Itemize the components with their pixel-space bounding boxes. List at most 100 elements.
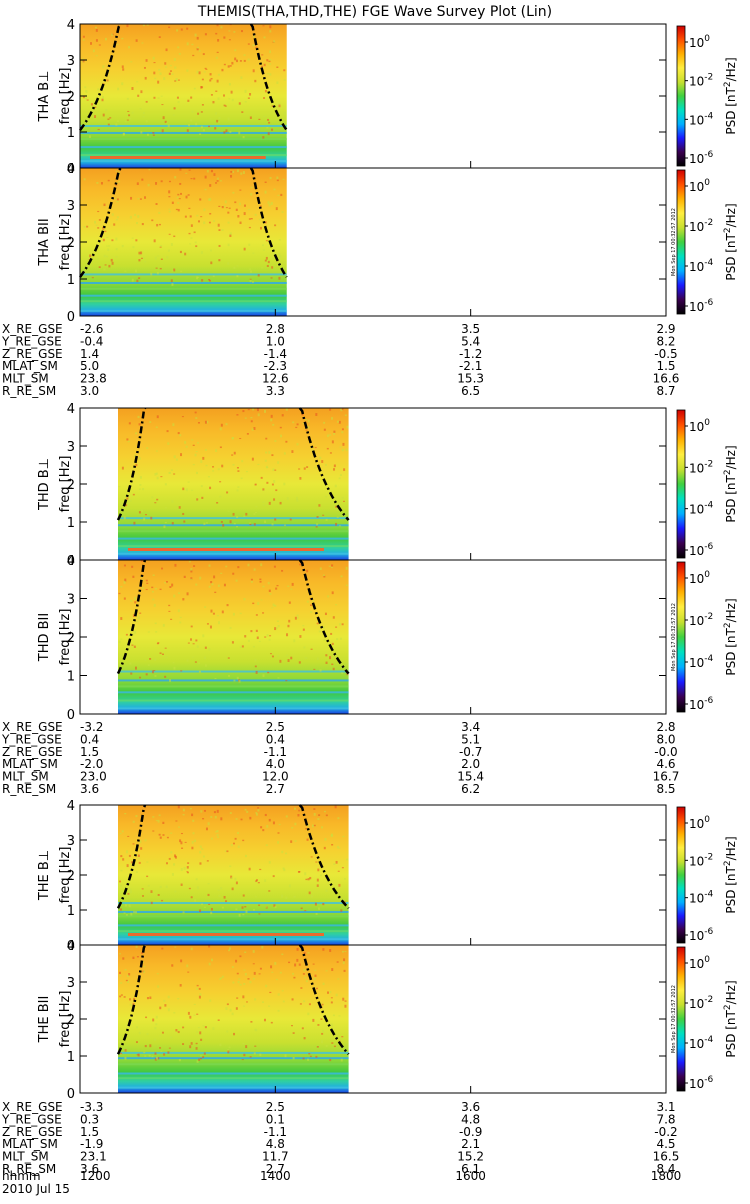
spectrogram-speckle (264, 459, 267, 462)
spectrogram-speckle (179, 839, 182, 843)
y-tick-label: 3 (67, 834, 75, 849)
spectrogram-speckle (170, 851, 173, 854)
spectrogram-speckle (97, 128, 100, 131)
spectrogram-speckle (283, 482, 286, 486)
spectrogram-speckle (131, 237, 134, 239)
spectrogram-speckle (226, 1030, 229, 1033)
spectrogram-speckle (272, 875, 275, 878)
spectrogram-speckle (225, 900, 228, 903)
spectrogram-speckle (170, 469, 173, 471)
spectrogram-speckle (330, 1001, 333, 1004)
spectrogram-speckle (243, 54, 246, 56)
spectrogram-speckle (263, 409, 266, 413)
spectrogram-speckle (115, 184, 118, 186)
spectrogram-speckle (271, 483, 274, 486)
ephemeris-value: -0.7 (459, 745, 482, 759)
spectrogram-speckle (252, 35, 255, 38)
spectrogram-speckle (308, 891, 311, 895)
spectrogram-speckle (239, 437, 242, 440)
spectrogram-speckle (155, 631, 158, 633)
spectrogram-speckle (286, 497, 289, 500)
spectrogram-speckle (189, 243, 192, 245)
spectrogram-speckle (259, 226, 262, 230)
spectrogram-speckle (283, 69, 286, 72)
spectrogram-speckle (325, 1045, 328, 1047)
spectrogram-speckle (198, 71, 201, 75)
spectrogram-speckle (254, 1028, 257, 1031)
spectrogram-speckle (167, 124, 170, 128)
spectrogram-speckle (165, 580, 168, 583)
spectrogram-speckle (138, 251, 141, 255)
spectrogram-speckle (126, 438, 129, 441)
spectrogram-speckle (187, 99, 190, 102)
spectrogram-speckle (170, 1036, 173, 1039)
spectrogram-speckle (304, 976, 307, 979)
spectrogram-speckle (136, 620, 139, 623)
spectrogram-speckle (273, 188, 276, 191)
spectrogram-speckle (306, 569, 309, 573)
spectrogram-speckle (236, 997, 239, 999)
ephemeris-row-name: MLT_SM (2, 372, 49, 386)
spectrogram-speckle (329, 949, 332, 952)
spectrogram-speckle (159, 267, 162, 270)
spectrogram-speckle (157, 642, 160, 644)
spectrogram-speckle (137, 198, 140, 200)
spectrogram-speckle (137, 94, 140, 97)
spectrogram-speckle (313, 813, 316, 816)
spectrogram-speckle (186, 592, 189, 596)
spectrogram-speckle (154, 77, 157, 80)
spectrogram-speckle (220, 26, 223, 29)
spectrogram-speckle (182, 814, 185, 816)
spectrogram-speckle (191, 489, 194, 491)
spectrogram-speckle (196, 276, 199, 280)
spectrogram-speckle (239, 983, 242, 986)
spectrogram-speckle (180, 192, 183, 195)
spectrogram-speckle (135, 463, 138, 467)
spectrogram-speckle (195, 1047, 198, 1050)
spectrogram-speckle (252, 69, 255, 73)
spectrogram-fill (118, 805, 349, 945)
spectrogram-speckle (133, 911, 136, 914)
spectrogram-speckle (283, 868, 286, 872)
spectrogram-speckle (191, 110, 194, 113)
spectrogram-speckle (315, 913, 318, 915)
spectrogram-speckle (141, 509, 144, 513)
spectrogram-speckle (200, 111, 203, 113)
spectrogram-speckle (305, 980, 308, 983)
spectrogram-speckle (260, 563, 263, 567)
spectrogram-speckle (135, 1041, 138, 1044)
spectrogram-speckle (218, 621, 221, 625)
spectrogram-speckle (259, 1053, 262, 1057)
spectrogram-speckle (257, 809, 260, 812)
spectrogram-speckle (271, 607, 274, 609)
spectrogram-speckle (202, 53, 205, 56)
spectrogram-speckle (236, 169, 239, 173)
spectrogram-speckle (265, 451, 268, 454)
spectrogram-speckle (244, 854, 247, 858)
spectrogram-speckle (250, 580, 253, 583)
spectrogram-speckle (253, 427, 256, 430)
spectrogram-speckle (153, 603, 156, 607)
spectrogram-speckle (338, 847, 341, 849)
spectrogram-speckle (237, 845, 240, 848)
spectrogram-speckle (86, 225, 89, 228)
spectrogram-speckle (170, 279, 173, 282)
spectrogram-speckle (293, 895, 296, 898)
spectrogram-speckle (187, 481, 190, 483)
spectrogram-speckle (235, 881, 238, 885)
spectrogram-speckle (238, 978, 241, 980)
spectrogram-speckle (175, 458, 178, 461)
spectrogram-speckle (278, 239, 281, 241)
spectrogram-speckle (118, 640, 121, 644)
timestamp: Mon Sep 17 00:32:57 2012 (671, 985, 677, 1053)
spectrogram-speckle (296, 958, 299, 962)
spectrogram-speckle (138, 277, 141, 279)
spectrogram-speckle (227, 221, 230, 224)
spectrogram-speckle (236, 275, 239, 278)
spectrogram-speckle (333, 432, 336, 435)
spectrogram-speckle (271, 655, 274, 658)
spectrogram-speckle (151, 1055, 154, 1058)
